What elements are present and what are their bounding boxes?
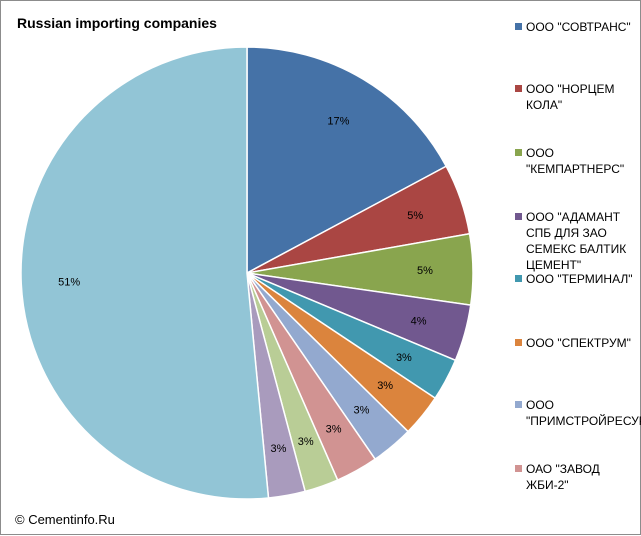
copyright-text: © Cementinfo.Ru <box>15 512 115 527</box>
slice-data-label: 51% <box>58 276 80 288</box>
legend-swatch <box>515 275 522 282</box>
legend-swatch <box>515 213 522 220</box>
legend-label: ООО "ТЕРМИНАЛ" <box>526 272 633 286</box>
legend-swatch <box>515 401 522 408</box>
legend-label: ОАО "ЗАВОД ЖБИ-2" <box>526 462 600 492</box>
pie-slice-1 <box>246 46 448 275</box>
slice-data-label: 3% <box>326 424 342 436</box>
legend-swatch <box>515 339 522 346</box>
legend-label: ООО "АДАМАНТ СПБ ДЛЯ ЗАО СЕМЕКС БАЛТИК Ц… <box>526 210 627 272</box>
slice-data-label: 5% <box>417 265 433 277</box>
legend-entry-norcem-kola: ООО "НОРЦЕМ КОЛА" <box>515 81 637 113</box>
legend-entry-primstroyresurs: ООО "ПРИМСТРОЙРЕСУРС" <box>515 397 641 429</box>
legend-entry-spektrum: ООО "СПЕКТРУМ" <box>515 335 637 351</box>
legend-label: ООО "СОВТРАНС" <box>526 20 631 34</box>
legend-entry-sovtrans: ООО "СОВТРАНС" <box>515 19 637 35</box>
chart-title: Russian importing companies <box>17 15 217 31</box>
legend-swatch <box>515 149 522 156</box>
legend-entry-adamant: ООО "АДАМАНТ СПБ ДЛЯ ЗАО СЕМЕКС БАЛТИК Ц… <box>515 209 637 273</box>
slice-data-label: 17% <box>327 115 349 127</box>
pie-slice-11 <box>20 46 270 500</box>
legend-entry-zavod-zhbi: ОАО "ЗАВОД ЖБИ-2" <box>515 461 637 493</box>
legend-entry-kempartners: ООО "КЕМПАРТНЕРС" <box>515 145 637 177</box>
legend-label: ООО "СПЕКТРУМ" <box>526 336 631 350</box>
legend-label: ООО "ПРИМСТРОЙРЕСУРС" <box>526 398 641 428</box>
slice-data-label: 5% <box>407 210 423 222</box>
slice-data-label: 3% <box>377 380 393 392</box>
legend-swatch <box>515 85 522 92</box>
slice-data-label: 3% <box>396 352 412 364</box>
legend-entry-terminal: ООО "ТЕРМИНАЛ" <box>515 271 637 287</box>
slice-data-label: 3% <box>271 443 287 455</box>
legend-label: ООО "НОРЦЕМ КОЛА" <box>526 82 615 112</box>
legend-swatch <box>515 23 522 30</box>
slice-data-label: 3% <box>298 436 314 448</box>
slice-data-label: 4% <box>411 315 427 327</box>
slice-data-label: 3% <box>353 404 369 416</box>
legend-swatch <box>515 465 522 472</box>
legend-label: ООО "КЕМПАРТНЕРС" <box>526 146 625 176</box>
